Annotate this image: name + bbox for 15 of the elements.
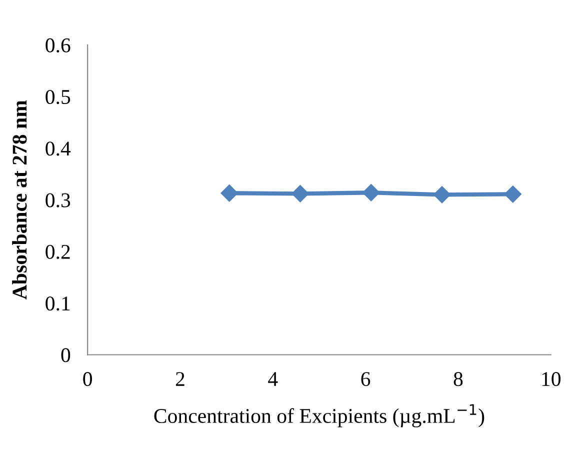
y-tick-label: 0.3 — [46, 193, 70, 208]
x-tick-label: 6 — [361, 372, 370, 386]
y-tick-label: 0 — [61, 348, 70, 362]
x-tick-label: 0 — [83, 372, 92, 386]
y-tick-label: 0.5 — [46, 90, 70, 104]
y-tick-label: 0.1 — [46, 296, 70, 311]
y-tick-label: 0.4 — [46, 142, 71, 156]
x-tick-label: 2 — [176, 372, 184, 386]
x-tick-label: 8 — [454, 372, 463, 386]
y-axis-title: Absorbance at 278 nm — [12, 100, 27, 300]
x-axis-title: Concentration of Excipients (µg.mL$^{−1}$) — [154, 404, 484, 428]
y-tick-label: 0.6 — [46, 38, 70, 52]
x-tick-label: 4 — [268, 372, 278, 386]
y-tick-label: 0.2 — [46, 244, 70, 260]
x-tick-label: 10 — [542, 372, 560, 386]
